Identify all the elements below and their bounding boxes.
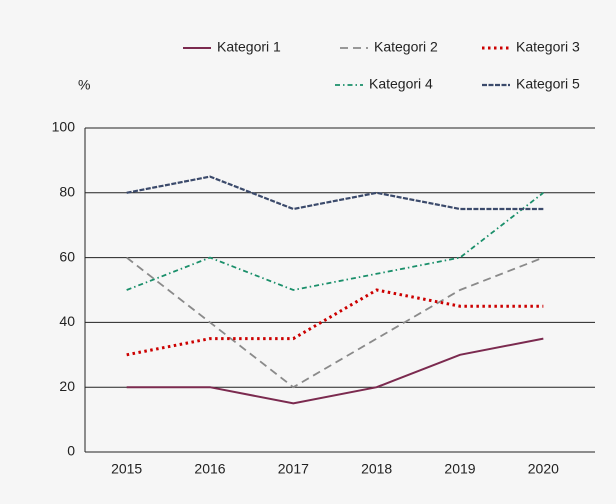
legend-label: Kategori 2 (374, 39, 438, 55)
legend-label: Kategori 4 (369, 76, 433, 92)
x-tick-label: 2018 (361, 461, 392, 477)
y-tick-label: 0 (67, 443, 75, 459)
series-line (126, 192, 544, 291)
x-tick-label: 2017 (278, 461, 309, 477)
y-tick-label: 20 (59, 378, 75, 394)
x-tick-label: 2020 (528, 461, 559, 477)
x-tick-label: 2015 (111, 461, 142, 477)
legend-label: Kategori 3 (516, 39, 580, 55)
x-tick-label: 2019 (444, 461, 475, 477)
y-tick-label: 40 (59, 313, 75, 329)
x-tick-label: 2016 (194, 461, 225, 477)
y-tick-label: 100 (52, 119, 76, 135)
legend-label: Kategori 5 (516, 76, 580, 92)
series-line (126, 288, 544, 357)
series-line (126, 337, 544, 405)
y-tick-label: 60 (59, 248, 75, 264)
legend-label: Kategori 1 (217, 39, 281, 55)
y-axis-label: % (78, 77, 90, 93)
series-line (126, 175, 544, 211)
y-tick-label: 80 (59, 184, 75, 200)
series-line (126, 256, 544, 389)
